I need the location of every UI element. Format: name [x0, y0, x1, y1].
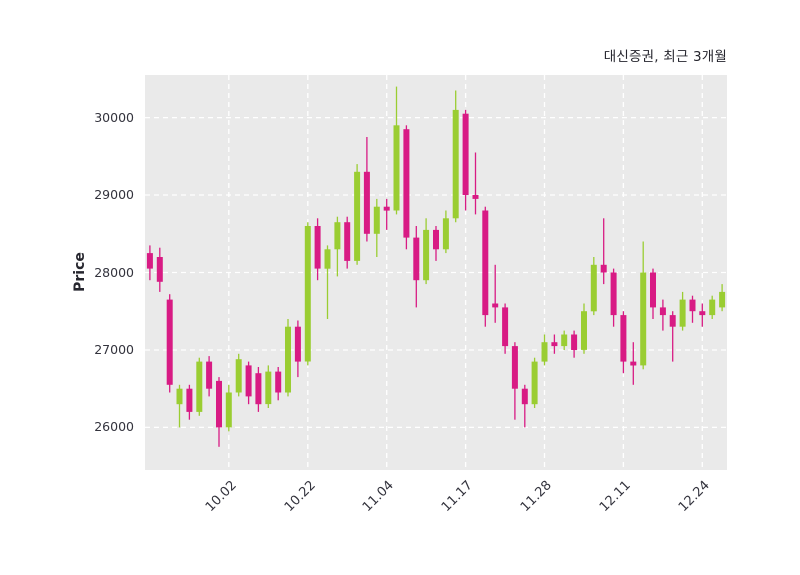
candle-body	[511, 346, 518, 389]
candle-body	[314, 226, 321, 269]
candle-body	[659, 307, 666, 316]
candle-body	[354, 171, 361, 261]
candle-body	[669, 315, 676, 327]
candle-body	[344, 222, 351, 261]
candle-body	[245, 365, 252, 397]
candle-body	[196, 361, 203, 412]
candle-body	[482, 210, 489, 316]
candle-body	[640, 272, 647, 366]
candle-body	[709, 299, 716, 316]
candle-body	[235, 359, 242, 393]
candle-body	[531, 361, 538, 405]
candle-body	[294, 326, 301, 362]
candle-body	[551, 342, 558, 347]
candle-body	[502, 307, 509, 347]
candle-body	[472, 195, 479, 199]
chart-title: 대신증권, 최근 3개월	[603, 49, 727, 65]
candle-body	[433, 229, 439, 250]
candle-body	[423, 229, 430, 281]
x-tick-label: 11.17	[439, 478, 477, 515]
candle-body	[334, 222, 341, 250]
candle-body	[679, 299, 686, 327]
candle-body	[590, 264, 597, 312]
candle-body	[324, 249, 331, 269]
y-tick-label: 26000	[94, 419, 134, 435]
candle-body	[225, 392, 232, 428]
candle-body	[571, 334, 578, 350]
candle-body	[403, 129, 410, 238]
candle-body	[521, 388, 528, 405]
x-tick-label: 11.28	[518, 478, 556, 515]
candle-body	[689, 299, 696, 312]
candle-body	[650, 272, 656, 308]
candle-body	[176, 388, 183, 405]
candle-body	[373, 206, 380, 234]
candle-body	[285, 326, 291, 393]
x-tick-label: 12.11	[597, 478, 635, 515]
x-tick-label: 10.02	[202, 478, 240, 515]
candle-body	[166, 299, 173, 385]
candle-body	[600, 264, 607, 273]
plot-area	[145, 75, 727, 470]
candle-body	[699, 311, 706, 316]
candle-body	[156, 257, 163, 282]
candle-body	[265, 371, 272, 405]
candle-body	[146, 253, 153, 269]
candle-body	[186, 388, 193, 412]
candle-body	[620, 315, 627, 362]
y-tick-label: 30000	[94, 109, 134, 125]
candle-body	[393, 125, 400, 211]
candle-body	[255, 373, 262, 405]
candle-body	[363, 171, 370, 234]
y-tick-label: 29000	[94, 187, 134, 203]
y-tick-label: 27000	[94, 341, 134, 357]
candle-body	[206, 361, 213, 389]
candle-body	[413, 237, 420, 281]
candle-body	[719, 291, 726, 308]
candle-body	[442, 218, 449, 250]
candle-body	[275, 371, 282, 393]
candle-body	[630, 361, 637, 366]
candle-body	[304, 226, 311, 362]
candle-body	[383, 206, 390, 211]
candle-body	[541, 342, 548, 362]
candle-body	[492, 303, 499, 308]
x-tick-label: 10.22	[281, 478, 319, 515]
candle-body	[216, 380, 222, 428]
candle-body	[462, 113, 469, 195]
x-tick-label: 11.04	[360, 478, 398, 515]
y-tick-label: 28000	[94, 264, 134, 280]
candlestick-svg	[145, 75, 727, 470]
candle-body	[581, 311, 587, 350]
x-tick-label: 12.24	[676, 478, 713, 515]
candle-body	[610, 272, 617, 316]
candle-body	[452, 109, 459, 219]
candle-body	[561, 334, 568, 347]
